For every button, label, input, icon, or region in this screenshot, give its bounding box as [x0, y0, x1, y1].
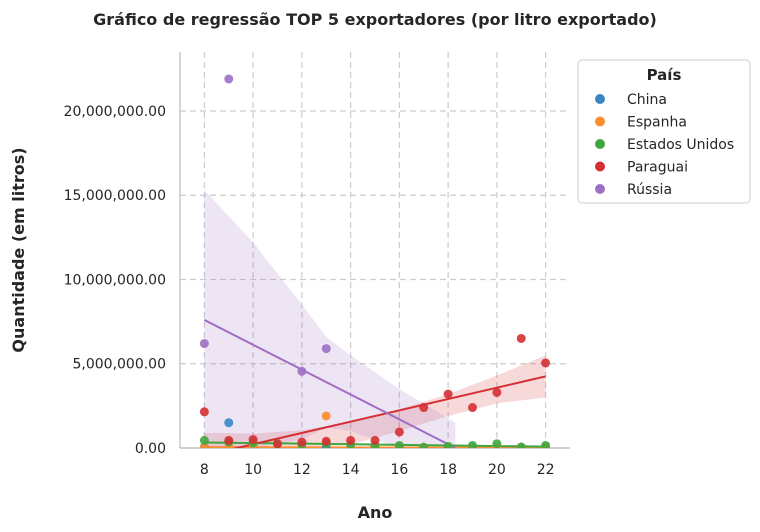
data-point [516, 333, 526, 343]
x-tick-label: 14 [342, 462, 360, 478]
y-axis-label: Quantidade (em litros) [9, 147, 28, 352]
data-point [492, 439, 502, 448]
data-point [516, 442, 526, 448]
x-tick-label: 18 [439, 462, 457, 478]
legend-label: China [627, 92, 667, 108]
data-point [468, 440, 477, 448]
regression-line [232, 375, 546, 448]
data-point [321, 344, 331, 354]
data-point [199, 407, 209, 417]
legend-marker [595, 116, 605, 127]
data-point [492, 387, 502, 397]
chart-title: Gráfico de regressão TOP 5 exportadores … [93, 10, 657, 29]
data-point [273, 439, 282, 448]
legend-title: País [647, 66, 682, 84]
data-point [297, 437, 307, 447]
legend-label: Espanha [627, 115, 687, 131]
data-point [443, 441, 453, 448]
data-point [419, 403, 429, 413]
legend-label: Estados Unidos [627, 137, 734, 153]
data-point [541, 358, 551, 368]
series-layer [199, 74, 551, 448]
x-tick-label: 12 [293, 462, 311, 478]
data-point [224, 74, 234, 84]
legend-label: Rússia [627, 182, 672, 198]
confidence-band [204, 190, 456, 448]
legend-label: Paraguai [627, 160, 688, 176]
data-point [321, 436, 331, 446]
legend-marker [595, 139, 605, 149]
x-tick-label: 10 [244, 462, 262, 478]
data-point [224, 435, 234, 445]
confidence-band [204, 355, 546, 448]
y-tick-label: 5,000,000.00 [72, 357, 166, 373]
x-axis-label: Ano [358, 503, 393, 522]
data-point [321, 411, 331, 421]
data-point [224, 418, 234, 428]
data-point [419, 442, 429, 448]
data-point [541, 440, 551, 448]
y-tick-label: 10,000,000.00 [64, 272, 166, 288]
data-point [297, 366, 307, 376]
data-point [443, 389, 453, 399]
data-point [394, 440, 404, 448]
x-tick-label: 16 [390, 462, 408, 478]
legend-marker [595, 94, 605, 104]
x-tick-label: 22 [537, 462, 555, 478]
data-point [468, 403, 477, 413]
data-point [370, 435, 380, 445]
y-tick-label: 20,000,000.00 [64, 104, 166, 120]
legend-frame [577, 59, 751, 204]
data-point [199, 339, 209, 349]
legend: País China Espanha Estados Unidos Paraguai R… [577, 59, 751, 204]
data-point [394, 427, 404, 437]
data-point [346, 435, 356, 445]
legend-marker [595, 184, 605, 194]
y-tick-label: 15,000,000.00 [64, 188, 166, 204]
data-point [199, 435, 209, 445]
data-point [248, 435, 258, 445]
x-tick-label: 20 [488, 462, 506, 478]
x-tick-label: 8 [200, 462, 209, 478]
y-tick-label: 0.00 [135, 441, 166, 457]
legend-marker [595, 161, 605, 172]
regression-line [203, 319, 456, 448]
plot-area: 8 10 12 14 16 18 20 22 0.00 5,000,000.00 10,000,00… [64, 52, 570, 478]
